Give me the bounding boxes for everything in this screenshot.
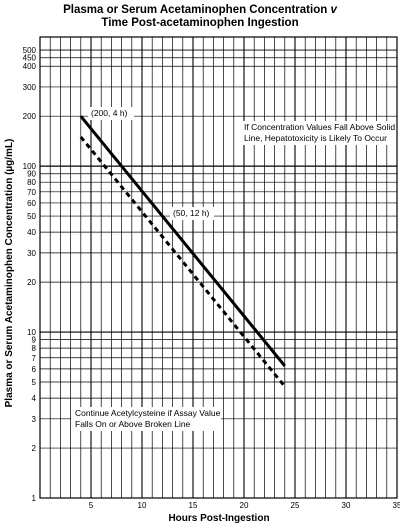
annotation-box-200 xyxy=(88,107,134,120)
annotation-dashed-line2: Falls On or Above Broken Line xyxy=(75,419,191,429)
y-tick-label: 30 xyxy=(27,249,36,258)
y-tick-label: 60 xyxy=(27,199,36,208)
solid-toxicity-line xyxy=(79,115,286,367)
annotation-box-solid xyxy=(240,121,388,145)
chart-title-line1: Plasma or Serum Acetaminophen Concentrat… xyxy=(63,4,337,16)
y-tick-label: 1 xyxy=(32,494,37,503)
chart-title-line2: Time Post-acetaminophen Ingestion xyxy=(101,17,298,29)
x-tick-label: 25 xyxy=(291,501,300,510)
y-tick-label: 5 xyxy=(32,378,37,387)
y-tick-label: 90 xyxy=(27,170,36,179)
x-tick-label: 10 xyxy=(138,501,147,510)
annotation-solid-line2: Line, Hepatotoxicity is Likely To Occur xyxy=(244,133,387,143)
annotation-dashed-line1: Continue Acetylcysteine if Assay Value xyxy=(75,408,221,418)
annotation-solid-line1: If Concentration Values Fall Above Solid xyxy=(244,122,395,132)
y-tick-label: 70 xyxy=(27,188,36,197)
tick-labels: 1234567891020304050607080901002003004004… xyxy=(23,46,400,510)
y-tick-label: 300 xyxy=(23,83,37,92)
y-tick-label: 40 xyxy=(27,228,36,237)
y-tick-label: 400 xyxy=(23,62,37,71)
y-tick-label: 8 xyxy=(32,344,37,353)
y-tick-label: 4 xyxy=(32,394,37,403)
y-tick-label: 3 xyxy=(32,415,37,424)
annotation-box-dashed xyxy=(71,407,221,431)
annotation-box-50 xyxy=(170,207,214,220)
y-tick-label: 200 xyxy=(23,112,37,121)
x-tick-label: 15 xyxy=(189,501,198,510)
x-tick-label: 5 xyxy=(89,501,94,510)
x-tick-label: 30 xyxy=(342,501,351,510)
y-tick-label: 50 xyxy=(27,212,36,221)
y-tick-label: 100 xyxy=(23,162,37,171)
y-tick-label: 6 xyxy=(32,365,37,374)
y-axis-label: Plasma or Serum Acetaminophen Concentrat… xyxy=(4,139,15,408)
x-tick-label: 20 xyxy=(240,501,249,510)
series-lines xyxy=(79,115,286,388)
x-axis-label: Hours Post-Ingestion xyxy=(168,513,269,524)
y-tick-label: 7 xyxy=(32,354,37,363)
y-tick-label: 80 xyxy=(27,178,36,187)
annotation-point-50: (50, 12 h) xyxy=(173,208,210,218)
annotation-point-200: (200, 4 h) xyxy=(91,108,128,118)
y-tick-label: 2 xyxy=(32,444,37,453)
y-tick-label: 9 xyxy=(32,336,37,345)
y-tick-label: 500 xyxy=(23,46,37,55)
y-tick-label: 20 xyxy=(27,278,36,287)
y-tick-label: 10 xyxy=(27,328,36,337)
x-tick-label: 35 xyxy=(393,501,400,510)
y-tick-label: 450 xyxy=(23,54,37,63)
